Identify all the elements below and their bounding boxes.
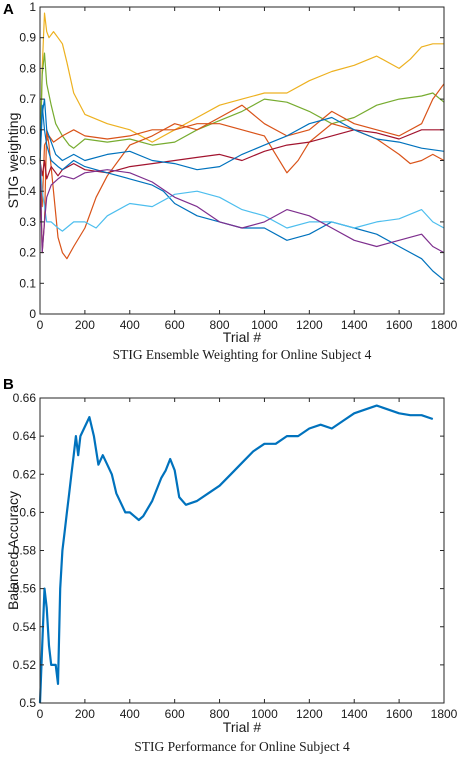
chart-b-y-axis-label: Balanced Accuracy [5,491,21,610]
chart-a-y-tick-label: 0 [29,307,36,321]
chart-a-x-tick-label: 1400 [341,318,368,332]
chart-a-y-tick-label: 0.3 [19,215,36,229]
chart-b-x-tick-label: 800 [210,707,230,721]
chart-a-caption: STIG Ensemble Weighting for Online Subje… [113,347,372,362]
chart-a-y-tick-label: 0.6 [19,123,36,137]
chart-b-x-tick-label: 1200 [296,707,323,721]
chart-b-y-tick-label: 0.6 [19,505,36,519]
chart-a-series-line-8 [39,160,445,232]
chart-a-x-tick-label: 400 [120,318,140,332]
chart-a-y-tick-label: 0.5 [19,154,36,168]
chart-b: B 0 200 400 600 800 1000 1200 1400 1600 1800 0.50… [3,376,458,754]
chart-b-x-tick-label: 1800 [431,707,458,721]
chart-b-x-axis-label: Trial # [223,719,262,735]
chart-a-series-line-2 [39,52,445,161]
chart-a-series-line-6 [39,98,445,171]
chart-a-x-tick-label: 1800 [431,318,458,332]
chart-b-axes-box [39,397,445,704]
chart-a-y-tick-label: 0.4 [19,184,36,198]
chart-a-x-ticks: 0 200 400 600 800 1000 1200 1400 1600 1800 [37,7,458,332]
chart-a-series-line-7 [39,104,445,281]
chart-b-y-tick-label: 0.58 [13,544,37,558]
chart-b-series-line-1 [38,404,434,704]
chart-b-x-tick-label: 600 [165,707,185,721]
chart-b-x-tick-label: 1000 [251,707,278,721]
chart-a-x-tick-label: 200 [75,318,95,332]
chart-b-y-tick-label: 0.54 [13,620,37,634]
chart-a-series-group [39,12,445,281]
chart-a-y-tick-label: 0.9 [19,31,36,45]
chart-b-x-tick-label: 0 [37,707,44,721]
chart-a-y-tick-label: 0.2 [19,246,36,260]
chart-b-y-tick-label: 0.56 [13,582,37,596]
chart-b-series-group [38,404,434,704]
chart-b-x-tick-label: 1600 [386,707,413,721]
chart-a-y-ticks: 0 0.1 0.2 0.3 0.4 0.5 0.6 0.7 0.8 0.9 1 [19,0,444,321]
chart-b-caption: STIG Performance for Online Subject 4 [134,739,350,754]
chart-a-series-line-4 [39,123,445,208]
chart-a-series-line-9 [39,160,445,254]
panel-label-b: B [3,376,14,393]
chart-a-x-tick-label: 0 [37,318,44,332]
chart-a-y-tick-label: 0.1 [19,276,36,290]
chart-a-series-line-3 [39,83,445,260]
chart-a-x-tick-label: 800 [210,318,230,332]
chart-b-x-tick-label: 400 [120,707,140,721]
chart-b-y-tick-label: 0.66 [13,391,37,405]
chart-a-x-tick-label: 1200 [296,318,323,332]
chart-b-y-tick-label: 0.62 [13,467,37,481]
chart-a-x-tick-label: 600 [165,318,185,332]
chart-b-y-tick-label: 0.5 [19,696,36,710]
chart-b-x-tick-label: 1400 [341,707,368,721]
chart-b-y-ticks: 0.5 0.52 0.54 0.56 0.58 0.6 0.62 0.64 0.66 [13,391,444,710]
chart-a: A 0 200 400 600 800 1000 1200 1400 1600 1800 0 0.1… [3,0,458,362]
chart-b-x-ticks: 0 200 400 600 800 1000 1200 1400 1600 1800 [37,398,458,721]
panel-label-a: A [3,1,14,18]
chart-a-x-axis-label: Trial # [223,329,262,345]
chart-b-y-tick-label: 0.64 [13,429,37,443]
chart-b-y-tick-label: 0.52 [13,658,37,672]
chart-a-x-tick-label: 1000 [251,318,278,332]
chart-b-x-tick-label: 200 [75,707,95,721]
chart-a-y-tick-label: 1 [29,0,36,14]
chart-a-x-tick-label: 1600 [386,318,413,332]
chart-a-y-tick-label: 0.7 [19,92,36,106]
chart-a-y-tick-label: 0.8 [19,61,36,75]
chart-a-y-axis-label: STIG weighting [5,113,21,209]
